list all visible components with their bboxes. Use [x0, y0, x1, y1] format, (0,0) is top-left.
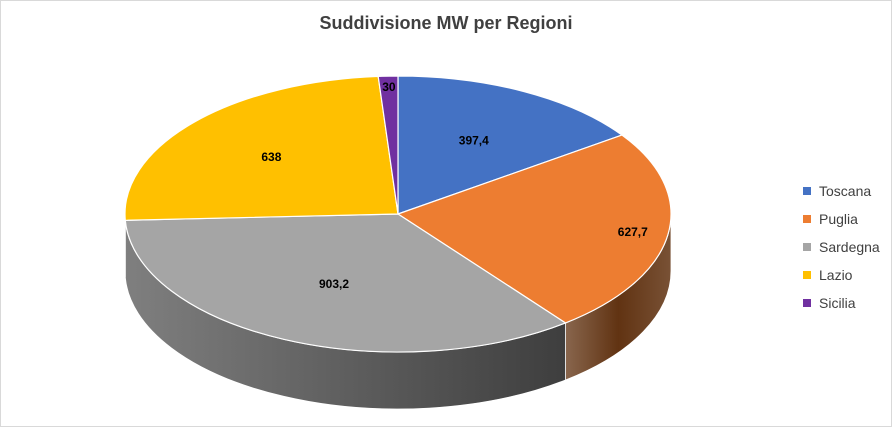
pie-slice-toscana	[397, 75, 623, 215]
legend-swatch	[803, 299, 811, 307]
legend-label: Lazio	[819, 267, 853, 283]
pie-slice-sardegna	[124, 213, 567, 353]
legend-label: Toscana	[819, 183, 872, 199]
legend-label: Sardegna	[819, 239, 880, 255]
legend-item-sardegna: Sardegna	[803, 233, 880, 261]
legend-item-toscana: Toscana	[803, 177, 880, 205]
legend-label: Puglia	[819, 211, 858, 227]
pie-slice-sicilia	[377, 75, 399, 215]
data-label-puglia: 627,7	[618, 225, 648, 239]
chart-title: Suddivisione MW per Regioni	[319, 13, 573, 33]
data-label-sicilia: 30	[382, 80, 396, 94]
legend-item-puglia: Puglia	[803, 205, 880, 233]
legend-item-lazio: Lazio	[803, 261, 880, 289]
data-label-toscana: 397,4	[459, 134, 489, 148]
data-label-sardegna: 903,2	[319, 277, 349, 291]
legend-label: Sicilia	[819, 295, 856, 311]
pie-slice-puglia	[397, 134, 672, 324]
chart-legend: Toscana Puglia Sardegna Lazio Sicilia	[803, 177, 880, 317]
pie-slice-lazio	[124, 75, 399, 221]
legend-swatch	[803, 243, 811, 251]
legend-swatch	[803, 187, 811, 195]
legend-swatch	[803, 271, 811, 279]
legend-swatch	[803, 215, 811, 223]
legend-item-sicilia: Sicilia	[803, 289, 880, 317]
data-label-lazio: 638	[261, 150, 281, 164]
